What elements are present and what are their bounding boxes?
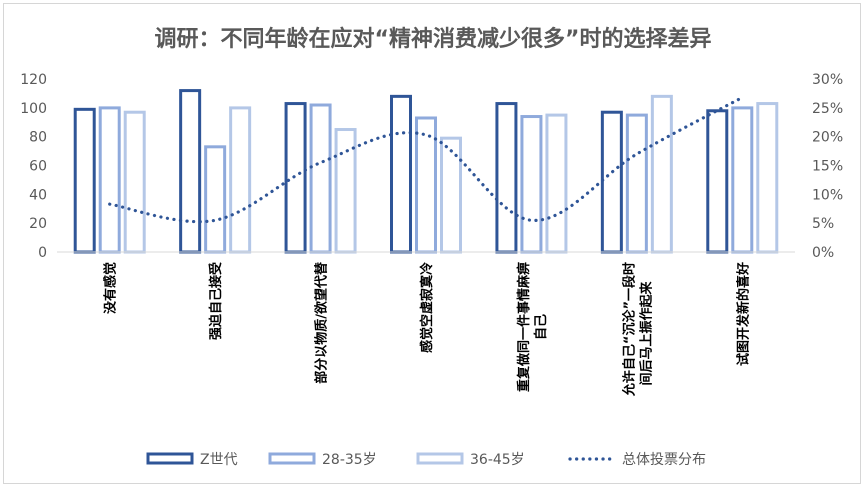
category-label-line: 间后马上振作起来 xyxy=(638,281,654,386)
bar xyxy=(179,89,202,254)
category-label-line: 没有感觉 xyxy=(103,262,119,314)
bar xyxy=(123,110,146,254)
chart-title: 调研：不同年龄在应对“精神消费减少很多”时的选择差异 xyxy=(155,26,712,52)
bar xyxy=(415,116,437,254)
category-label-line: 试图开发新的喜好 xyxy=(735,262,751,366)
category-label: 感觉空虚寂寞冷 xyxy=(419,262,435,353)
bar xyxy=(520,115,543,254)
bar xyxy=(73,107,96,254)
y-left-tick-label: 0 xyxy=(38,245,47,261)
bar xyxy=(756,102,779,254)
bar xyxy=(309,103,332,254)
category-label-line: 强迫自己接受 xyxy=(208,262,224,340)
category-label: 强迫自己接受 xyxy=(208,262,224,340)
bar xyxy=(204,145,227,254)
category-label: 部分以物质/欲望代替 xyxy=(314,261,330,384)
legend-label: 28-35岁 xyxy=(322,452,377,468)
y-right-tick-label: 10% xyxy=(812,187,843,203)
bar xyxy=(650,94,673,254)
legend-swatch xyxy=(268,452,316,465)
y-left-tick-label: 40 xyxy=(29,187,47,203)
y-right-tick-label: 25% xyxy=(812,101,843,117)
bar xyxy=(98,106,121,254)
category-label-line: 感觉空虚寂寞冷 xyxy=(419,262,435,353)
y-left-tick-label: 60 xyxy=(29,159,47,175)
y-left-tick-label: 80 xyxy=(29,130,47,146)
bar xyxy=(706,109,729,254)
y-right-tick-label: 0% xyxy=(812,245,834,261)
bar xyxy=(731,106,754,254)
y-left-tick-label: 20 xyxy=(29,216,47,232)
bar xyxy=(625,113,648,254)
legend-swatch xyxy=(146,452,194,465)
category-label-line: 部分以物质/欲望代替 xyxy=(314,261,330,384)
legend-swatch xyxy=(416,452,464,465)
legend-label: 总体投票分布 xyxy=(622,452,706,468)
bar xyxy=(545,113,568,254)
plot-area: 0 20 40 60 80 100 120 0% 5% 10% 15% 20% 25% 30% 没有感觉 强迫… xyxy=(20,72,843,397)
y-right-tick-label: 15% xyxy=(812,159,843,175)
bar xyxy=(284,102,307,254)
legend: Z世代 28-35岁 36-45岁 总体投票分布 xyxy=(146,452,706,468)
bar xyxy=(600,110,623,254)
category-label: 试图开发新的喜好 xyxy=(735,262,751,366)
category-label-line: 自己 xyxy=(533,314,549,340)
category-label-line: 允许自己“沉沦”一段时 xyxy=(621,262,637,397)
y-right-tick-label: 5% xyxy=(812,216,834,232)
y-left-tick-label: 100 xyxy=(20,101,47,117)
category-label-line: 重复做同一件事情麻痹 xyxy=(516,262,532,392)
legend-label: 36-45岁 xyxy=(470,452,525,468)
y-right-tick-label: 20% xyxy=(812,130,843,146)
category-label: 重复做同一件事情麻痹 自己 xyxy=(516,262,549,392)
bar xyxy=(390,94,412,254)
bar xyxy=(229,106,252,254)
y-right-tick-label: 30% xyxy=(812,72,843,88)
legend-label: Z世代 xyxy=(200,452,238,468)
category-label: 允许自己“沉沦”一段时 间后马上振作起来 xyxy=(621,262,654,397)
bar xyxy=(495,102,518,254)
category-label: 没有感觉 xyxy=(103,262,119,314)
y-left-tick-label: 120 xyxy=(20,72,47,88)
